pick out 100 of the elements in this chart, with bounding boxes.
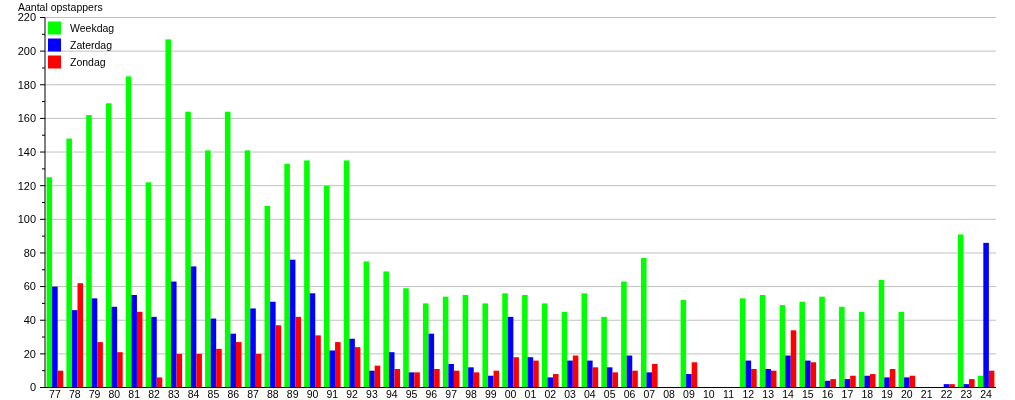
x-tick-label: 83 [167, 388, 180, 400]
bar [740, 298, 746, 388]
x-tick-label: 24 [980, 388, 993, 400]
bar [488, 375, 494, 388]
bar [414, 372, 420, 388]
x-tick-label: 21 [920, 388, 933, 400]
bar [309, 293, 316, 388]
x-tick-label: 95 [405, 388, 418, 400]
bar [97, 342, 103, 388]
bar [423, 303, 429, 388]
bar [819, 296, 825, 388]
bar [878, 279, 885, 388]
x-tick-label: 97 [445, 388, 458, 400]
x-tick-label: 80 [108, 388, 121, 400]
bar [751, 369, 757, 388]
bar [779, 305, 786, 388]
x-tick-label: 86 [227, 388, 240, 400]
legend-label: Zondag [70, 55, 106, 68]
bar [785, 355, 791, 388]
x-tick-label: 90 [306, 388, 319, 400]
bar [680, 300, 687, 388]
x-tick-label: 04 [584, 388, 596, 400]
y-tick-label: 220 [17, 11, 36, 24]
bar [335, 342, 341, 388]
y-tick-label: 180 [17, 78, 36, 91]
x-tick-label: 81 [128, 388, 141, 400]
bar [91, 298, 98, 388]
y-tick-label: 20 [23, 347, 36, 360]
bar [601, 316, 607, 388]
bar [482, 303, 489, 388]
x-tick-label: 16 [821, 388, 834, 400]
x-tick-label: 98 [465, 388, 477, 400]
bar [522, 295, 528, 388]
bar [850, 375, 856, 388]
bar [652, 363, 658, 388]
bar [640, 258, 647, 388]
bar [547, 377, 553, 388]
bar [468, 367, 474, 388]
legend-label: Zaterdag [70, 38, 113, 51]
y-tick-label: 200 [17, 44, 36, 57]
bar [71, 310, 78, 388]
bar [304, 160, 310, 388]
bar [270, 301, 276, 388]
x-tick-label: 94 [385, 388, 398, 400]
bar [869, 374, 876, 388]
bar [369, 370, 375, 388]
bar [117, 352, 123, 388]
bar [216, 348, 222, 388]
bar [205, 150, 211, 388]
bar [230, 333, 236, 388]
x-tick-label: 05 [603, 388, 616, 400]
x-tick-label: 14 [782, 388, 794, 400]
bar [983, 242, 989, 388]
bar [52, 286, 58, 388]
y-tick-label: 120 [17, 179, 36, 192]
x-tick-label: 93 [366, 388, 378, 400]
bar [77, 283, 84, 388]
bar [904, 377, 910, 388]
bar [165, 39, 172, 388]
x-tick-label: 09 [683, 388, 695, 400]
bar [462, 295, 469, 388]
bar [343, 160, 350, 388]
bar [295, 316, 301, 388]
bar [171, 281, 177, 388]
x-tick-label: 07 [643, 388, 656, 400]
x-tick-label: 19 [881, 388, 894, 400]
x-tick-label: 85 [207, 388, 220, 400]
x-tick-label: 22 [940, 388, 953, 400]
x-tick-label: 02 [544, 388, 557, 400]
x-tick-label: 79 [88, 388, 101, 400]
x-tick-label: 96 [425, 388, 438, 400]
bar [612, 372, 618, 388]
bar [434, 369, 440, 388]
bar [275, 325, 282, 388]
bar [315, 335, 321, 388]
x-tick-label: 12 [742, 388, 755, 400]
y-tick-label: 80 [23, 246, 36, 259]
x-tick-label: 82 [148, 388, 160, 400]
x-tick-label: 88 [267, 388, 279, 400]
x-tick-label: 13 [762, 388, 775, 400]
bar [839, 306, 845, 388]
bar [949, 384, 955, 388]
bar [196, 353, 202, 388]
bar [765, 369, 771, 388]
bar [621, 281, 627, 388]
bar [686, 374, 692, 388]
bar [190, 266, 197, 388]
bar [552, 374, 559, 388]
bar [805, 360, 811, 388]
bar [363, 261, 370, 388]
y-tick-label: 140 [17, 145, 36, 158]
y-tick-label: 160 [17, 112, 36, 125]
x-tick-label: 18 [861, 388, 874, 400]
y-tick-label: 60 [23, 280, 36, 293]
bar [106, 103, 112, 388]
x-tick-label: 10 [702, 388, 715, 400]
bar [502, 293, 508, 388]
bar [131, 295, 137, 388]
bar [66, 138, 72, 388]
x-tick-label: 01 [524, 388, 537, 400]
